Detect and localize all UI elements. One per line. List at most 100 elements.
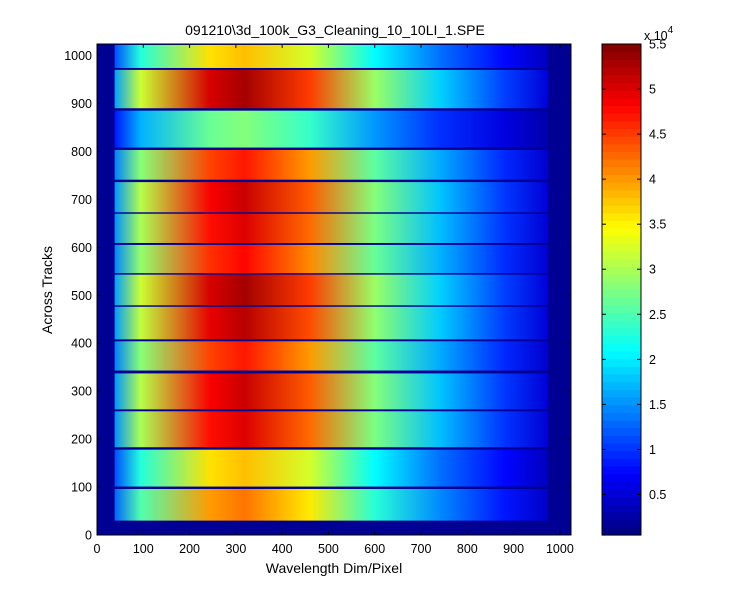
x-axis: 0 100 200 300 400 500 600 700 800 900 1000 [94,44,574,556]
track-band [114,69,549,109]
x-tick-label: 500 [318,542,339,556]
y-tick-label: 400 [71,337,92,351]
colorbar-cell [602,504,641,513]
colorbar-cell [602,113,641,122]
track-band [114,449,549,487]
colorbar-cell [602,396,641,406]
track-band [114,274,549,306]
colorbar-cell [602,527,641,536]
colorbar-cell [602,320,641,329]
colorbar-tick-label: 0.5 [649,488,666,502]
track-band [114,182,549,213]
track-band [114,411,549,448]
x-tick-label: 1000 [546,542,574,556]
colorbar-cell [602,304,641,314]
x-tick-label: 0 [94,542,101,556]
colorbar-cell [602,258,641,268]
colorbar-cell [602,350,641,360]
colorbar-cell [602,97,641,106]
colorbar-cell [602,166,641,176]
x-tick-label: 300 [225,542,246,556]
x-tick-label: 100 [133,542,154,556]
colorbar-cell [602,381,641,390]
colorbar-cell [602,251,641,260]
colorbar-cell [602,266,641,275]
colorbar-cell [602,335,641,344]
x-tick-label: 600 [364,542,385,556]
colorbar-tick-label: 5 [649,83,656,97]
plot-frame [96,43,572,536]
colorbar-cell [602,481,641,490]
y-tick-label: 600 [71,241,92,255]
colorbar-cell [602,473,641,482]
colorbar-cell [602,427,641,436]
colorbar-tick-label: 2 [649,353,656,367]
colorbar-cell [602,182,641,191]
colorbar-cell [602,458,641,467]
y-tick-label: 0 [85,529,92,543]
colorbar-cell [602,373,641,383]
y-tick-label: 500 [71,289,92,303]
x-tick-label: 400 [272,542,293,556]
colorbar-cell [602,44,641,53]
colorbar-cell [602,212,641,222]
track-band [114,373,549,410]
colorbar-cell [602,136,641,145]
y-tick-label: 1000 [64,49,92,63]
colorbar-tick-label: 4 [649,173,656,187]
track-band [114,244,549,274]
colorbar-cell [602,128,641,137]
colorbar-cell [602,67,641,76]
colorbar-cell [602,343,641,352]
colorbar-cell [602,419,641,429]
track-band [114,149,549,180]
colorbar-cell [602,511,641,521]
colorbar-cell [602,235,641,245]
x-tick-label: 200 [179,542,200,556]
colorbar-cell [602,90,641,99]
track-band [114,110,549,148]
colorbar-cell [602,74,641,83]
track-band [114,213,549,243]
colorbar-tick-label: 3 [649,263,656,277]
y-axis-label: Across Tracks [39,246,55,334]
track-band [114,488,549,521]
colorbar-cell [602,220,641,229]
colorbar-cell [602,412,641,421]
colorbar-tick-label: 2.5 [649,308,666,322]
track-band [114,44,549,68]
y-tick-label: 900 [71,97,92,111]
colorbar-cell [602,297,641,306]
colorbar-tick-label: 4.5 [649,128,666,142]
colorbar-cell [602,174,641,183]
colorbar-cell [602,435,641,444]
colorbar-cell [602,488,641,498]
colorbar-tick-label: 1.5 [649,398,666,412]
colorbar-cell [602,143,641,153]
colorbar-cell [602,327,641,337]
y-tick-label: 700 [71,193,92,207]
x-tick-label: 900 [503,542,524,556]
y-tick-label: 300 [71,385,92,399]
track-band [114,306,549,340]
chart-title: 091210\3d_100k_G3_Cleaning_10_10LI_1.SPE [185,22,485,38]
colorbar-multiplier: x 104 [644,25,674,43]
colorbar-cell [602,519,641,528]
colorbar-axis: 0.5 1 1.5 2 2.5 3 3.5 4 4.5 5 5.5 [602,38,666,502]
colorbar-cell [602,120,641,129]
colorbar-cell [602,105,641,114]
colorbar-cell [602,366,641,375]
colorbar-cell [602,496,641,505]
colorbar-gradient [602,44,641,536]
x-tick-label: 800 [457,542,478,556]
colorbar-cell [602,159,641,168]
colorbar-cell [602,358,641,367]
track-band [114,341,549,371]
colorbar-cell [602,274,641,283]
y-tick-label: 200 [71,433,92,447]
colorbar-cell [602,189,641,199]
colorbar-cell [602,289,641,298]
colorbar-tick-label: 3.5 [649,218,666,232]
colorbar-cell [602,281,641,291]
